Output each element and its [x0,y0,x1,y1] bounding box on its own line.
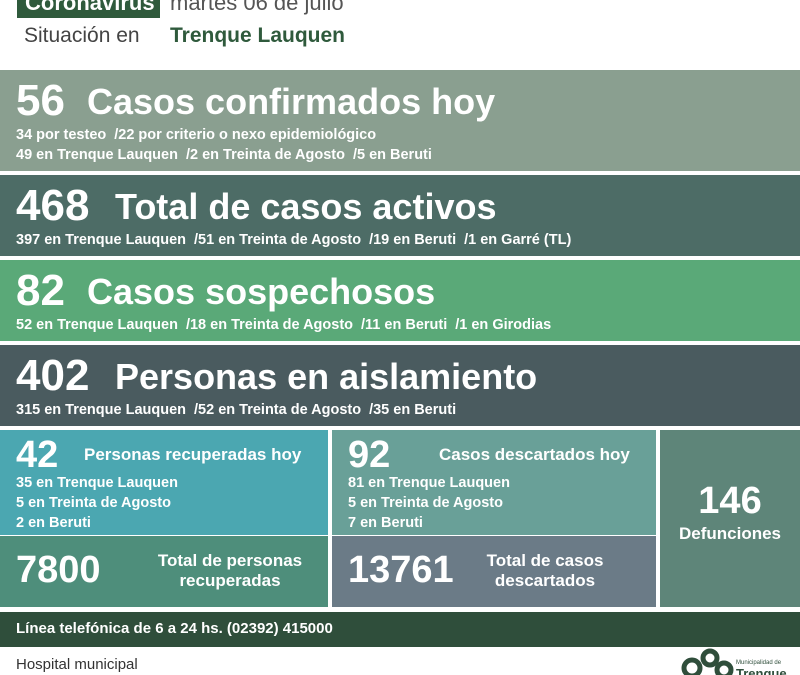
hospital: Hospital municipal [16,656,138,673]
detail-line: 5 en Treinta de Agosto [16,495,171,511]
detail-line: 34 por testeo/22 por criterio o nexo epi… [16,127,384,143]
detail-item: /5 en Beruti [352,147,432,163]
discarded-number: 92 [348,434,391,476]
discarded-total-box [332,536,656,607]
detail-item: 52 en Trenque Lauquen [16,317,178,333]
detail-line: 81 en Trenque Lauquen [348,475,510,491]
discarded-box [332,430,656,535]
detail-item: /11 en Beruti [361,317,448,333]
detail-line: 49 en Trenque Lauquen/2 en Treinta de Ag… [16,147,440,163]
panel-title: Casos sospechosos [87,271,436,312]
recovered-title: Personas recuperadas hoy [84,445,302,464]
date: martes 06 de julio [170,0,344,15]
detail-item: 397 en Trenque Lauquen [16,232,187,248]
panel-title: Personas en aislamiento [115,356,538,397]
recovered-number: 42 [16,434,59,476]
panel-title: Casos confirmados hoy [87,81,496,122]
panel-number: 468 [16,181,90,230]
situation-label: Situación en [24,24,140,47]
badge: Coronavirus [25,0,155,15]
panel-title: Total de casos activos [115,186,497,227]
phone: Línea telefónica de 6 a 24 hs. (02392) 4… [16,620,333,637]
detail-line: 315 en Trenque Lauquen/52 en Treinta de … [16,402,464,418]
logo-icon [681,648,734,675]
detail-item: 34 por testeo [16,127,107,143]
recovered-total-box [0,536,328,607]
panel: 468 Total de casos activos 397 en Trenque … [0,175,800,256]
panel-number: 56 [16,76,65,125]
detail-item: 49 en Trenque Lauquen [16,147,178,163]
detail-line: 2 en Beruti [16,515,91,531]
deaths-number: 146 [698,480,762,522]
detail-line: 52 en Trenque Lauquen/18 en Treinta de A… [16,317,559,333]
phone-bar [0,612,800,647]
detail-item: /19 en Beruti [369,232,457,248]
recovered-box [0,430,328,535]
deaths-box [660,430,800,607]
deaths-label: Defunciones [678,524,782,543]
detail-line: 5 en Treinta de Agosto [348,495,503,511]
detail-item: /35 en Beruti [369,402,457,418]
detail-item: /22 por criterio o nexo epidemiológico [114,127,377,143]
panel: 82 Casos sospechosos 52 en Trenque Lauquen… [0,260,800,341]
panel: 56 Casos confirmados hoy 34 por testeo/22 … [0,70,800,171]
detail-line: 397 en Trenque Lauquen/51 en Treinta de … [16,232,579,248]
detail-line: 7 en Beruti [348,515,423,531]
logo-small: Municipalidad de [736,660,782,666]
panel: 402 Personas en aislamiento 315 en Trenque… [0,345,800,426]
discarded-total: 13761 [348,549,454,591]
place: Trenque Lauquen [170,24,346,47]
detail-item: /51 en Treinta de Agosto [194,232,362,248]
detail-item: 315 en Trenque Lauquen [16,402,187,418]
recovered-total: 7800 [16,549,101,591]
detail-item: /2 en Treinta de Agosto [185,147,345,163]
discarded-total-label: Total de casos descartados [486,551,604,590]
badge-box [17,0,160,18]
detail-item: /1 en Girodias [455,317,552,333]
recovered-total-label: Total de personas recuperadas [157,551,303,590]
panel-number: 402 [16,351,90,400]
detail-line: 35 en Trenque Lauquen [16,475,178,491]
panel-number: 82 [16,266,65,315]
detail-item: /18 en Treinta de Agosto [185,317,354,333]
logo-big: Trenque [736,666,787,675]
detail-item: /52 en Treinta de Agosto [194,402,362,418]
discarded-title: Casos descartados hoy [439,445,630,464]
detail-item: /1 en Garré (TL) [464,232,572,248]
